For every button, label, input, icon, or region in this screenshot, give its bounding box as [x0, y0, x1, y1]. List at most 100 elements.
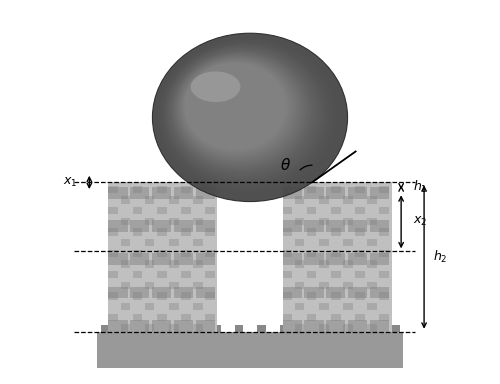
- Bar: [157, 292, 166, 300]
- Bar: [132, 207, 142, 214]
- Bar: [146, 325, 154, 332]
- Bar: [193, 218, 203, 225]
- Bar: [319, 196, 328, 204]
- Ellipse shape: [166, 45, 322, 180]
- Bar: [132, 228, 142, 236]
- Ellipse shape: [168, 48, 317, 176]
- Bar: [304, 187, 324, 199]
- Bar: [307, 185, 316, 193]
- Bar: [169, 218, 178, 225]
- Bar: [326, 187, 345, 199]
- Bar: [108, 250, 118, 257]
- Ellipse shape: [170, 49, 314, 174]
- Bar: [132, 313, 142, 321]
- Bar: [355, 292, 365, 300]
- Ellipse shape: [182, 60, 291, 154]
- Bar: [108, 207, 118, 214]
- Bar: [145, 239, 154, 247]
- Bar: [145, 218, 154, 225]
- Ellipse shape: [167, 47, 320, 178]
- Bar: [282, 313, 292, 321]
- Bar: [368, 239, 377, 247]
- Bar: [282, 286, 302, 298]
- Bar: [235, 325, 244, 332]
- Bar: [331, 250, 340, 257]
- Bar: [282, 320, 302, 332]
- Bar: [174, 286, 193, 298]
- Bar: [370, 220, 389, 232]
- Bar: [355, 313, 365, 321]
- Bar: [108, 253, 128, 265]
- Text: $h_1$: $h_1$: [412, 179, 428, 195]
- Bar: [331, 292, 340, 300]
- Text: $\theta$: $\theta$: [280, 157, 290, 173]
- Bar: [206, 228, 215, 236]
- Bar: [355, 228, 365, 236]
- Bar: [120, 303, 130, 310]
- Ellipse shape: [179, 58, 296, 159]
- Bar: [392, 325, 400, 332]
- Bar: [196, 253, 215, 265]
- Bar: [307, 271, 316, 278]
- Bar: [206, 250, 215, 257]
- Bar: [319, 303, 328, 310]
- Bar: [169, 239, 178, 247]
- Bar: [307, 250, 316, 257]
- Bar: [190, 325, 198, 332]
- Bar: [380, 185, 389, 193]
- Ellipse shape: [180, 59, 294, 157]
- Bar: [326, 253, 345, 265]
- Bar: [368, 260, 377, 268]
- Bar: [319, 239, 328, 247]
- Bar: [169, 260, 178, 268]
- Ellipse shape: [154, 35, 345, 199]
- Ellipse shape: [158, 38, 338, 193]
- Bar: [120, 218, 130, 225]
- Text: $x_1$: $x_1$: [63, 176, 78, 189]
- Bar: [343, 196, 353, 204]
- Bar: [370, 320, 389, 332]
- Ellipse shape: [164, 44, 324, 182]
- Bar: [101, 325, 109, 332]
- Bar: [120, 260, 130, 268]
- Ellipse shape: [178, 56, 299, 161]
- Bar: [348, 253, 367, 265]
- Bar: [157, 185, 166, 193]
- Ellipse shape: [156, 37, 340, 195]
- Bar: [206, 292, 215, 300]
- Bar: [193, 260, 203, 268]
- Bar: [212, 325, 221, 332]
- Bar: [193, 324, 203, 332]
- Bar: [282, 185, 292, 193]
- Bar: [174, 220, 193, 232]
- Bar: [294, 324, 304, 332]
- Bar: [343, 281, 353, 289]
- Bar: [108, 182, 218, 332]
- Bar: [108, 187, 128, 199]
- Bar: [319, 218, 328, 225]
- Bar: [130, 220, 150, 232]
- Bar: [294, 196, 304, 204]
- Bar: [331, 313, 340, 321]
- Bar: [282, 292, 292, 300]
- Bar: [108, 320, 128, 332]
- Bar: [294, 281, 304, 289]
- Bar: [343, 218, 353, 225]
- Bar: [368, 324, 377, 332]
- Bar: [380, 271, 389, 278]
- Bar: [343, 260, 353, 268]
- Bar: [157, 313, 166, 321]
- Bar: [181, 207, 191, 214]
- Bar: [282, 220, 302, 232]
- Bar: [130, 253, 150, 265]
- Bar: [132, 292, 142, 300]
- Ellipse shape: [172, 51, 309, 169]
- Bar: [181, 228, 191, 236]
- Bar: [174, 253, 193, 265]
- Bar: [181, 313, 191, 321]
- Bar: [145, 324, 154, 332]
- Bar: [196, 220, 215, 232]
- Bar: [319, 260, 328, 268]
- Bar: [120, 281, 130, 289]
- Bar: [193, 196, 203, 204]
